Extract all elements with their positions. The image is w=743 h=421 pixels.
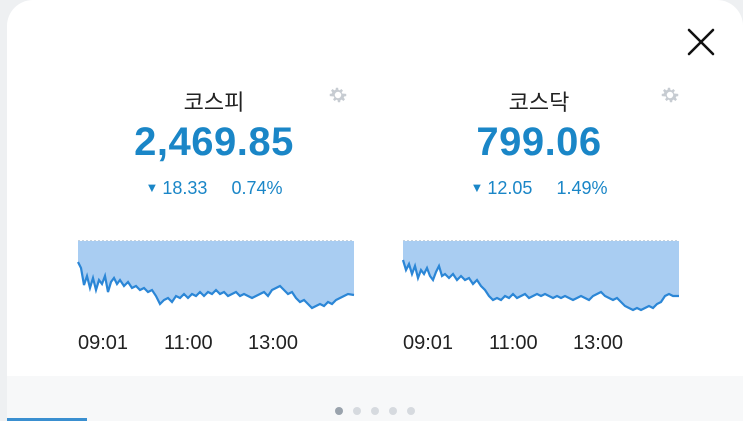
- intraday-chart: [77, 240, 355, 310]
- gear-icon: [661, 87, 679, 103]
- index-value: 2,469.85: [134, 120, 294, 164]
- time-label: 11:00: [164, 332, 213, 354]
- bottom-accent-line: [7, 418, 87, 421]
- page-dot[interactable]: [389, 407, 397, 415]
- down-arrow-icon: ▼: [470, 180, 484, 195]
- time-axis: 09:01 11:00 13:00: [389, 332, 689, 356]
- kosdaq-panel[interactable]: 코스닥 799.06 ▼ 12.05 1.49% 09:01 11:00 13:00: [389, 70, 689, 370]
- change-row: ▼ 18.33 0.74%: [64, 178, 364, 199]
- gear-icon: [329, 87, 347, 103]
- index-name: 코스피: [183, 91, 245, 116]
- change-percent: 0.74%: [231, 178, 283, 198]
- page-indicator: [7, 400, 743, 419]
- time-label: 09:01: [403, 332, 454, 354]
- change-row: ▼ 12.05 1.49%: [389, 178, 689, 199]
- time-axis: 09:01 11:00 13:00: [64, 332, 364, 356]
- close-button[interactable]: [681, 22, 721, 62]
- change-amount: 12.05: [487, 178, 533, 198]
- page-dot[interactable]: [335, 407, 343, 415]
- down-arrow-icon: ▼: [145, 180, 159, 195]
- index-name: 코스닥: [508, 91, 570, 116]
- page-dot[interactable]: [407, 407, 415, 415]
- settings-button[interactable]: [327, 84, 349, 106]
- time-label: 11:00: [489, 332, 538, 354]
- change-amount: 18.33: [162, 178, 208, 198]
- time-label: 13:00: [248, 332, 299, 354]
- kospi-panel[interactable]: 코스피 2,469.85 ▼ 18.33 0.74% 09:01 11:00 13:…: [64, 70, 364, 370]
- index-value: 799.06: [476, 120, 602, 164]
- page-dot[interactable]: [371, 407, 379, 415]
- time-label: 13:00: [573, 332, 624, 354]
- close-icon: [687, 28, 715, 56]
- change-percent: 1.49%: [556, 178, 608, 198]
- settings-button[interactable]: [659, 84, 681, 106]
- intraday-chart: [401, 240, 679, 312]
- time-label: 09:01: [78, 332, 129, 354]
- page-dot[interactable]: [353, 407, 361, 415]
- index-modal: 코스피 2,469.85 ▼ 18.33 0.74% 09:01 11:00 13:…: [7, 0, 743, 421]
